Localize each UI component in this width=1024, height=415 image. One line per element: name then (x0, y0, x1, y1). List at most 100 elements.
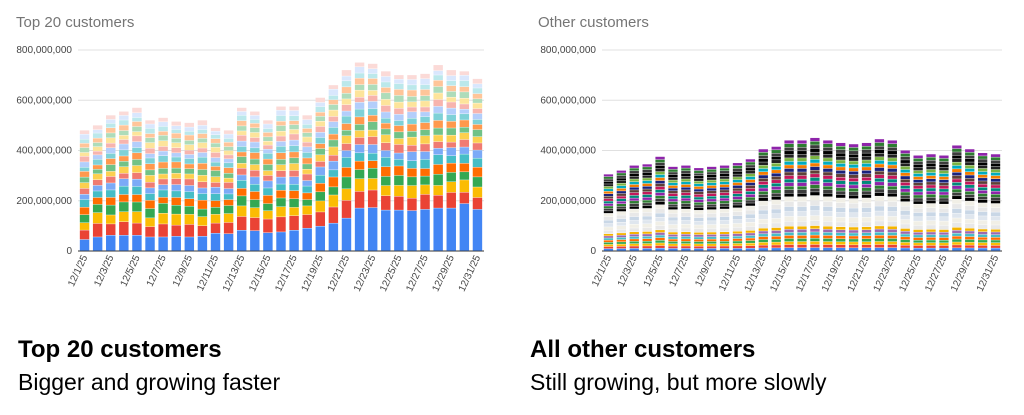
bar-segment (978, 174, 988, 178)
bar-segment (407, 85, 417, 90)
bar-segment (694, 217, 704, 222)
bar-segment (446, 91, 456, 97)
x-tick-label: 12/11/25 (717, 253, 743, 293)
bar-segment (394, 166, 404, 176)
bar-stack (784, 140, 794, 251)
bar-segment (381, 82, 391, 88)
bar-segment (978, 199, 988, 203)
bar-segment (106, 197, 116, 205)
bar-segment (848, 233, 859, 236)
bar-segment (642, 186, 652, 189)
bar-segment (745, 165, 756, 168)
bar-segment (381, 150, 391, 158)
bar-segment (642, 194, 652, 198)
bar-segment (732, 227, 743, 232)
bar-segment (655, 156, 665, 160)
bar-segment (719, 206, 730, 209)
bar-segment (823, 211, 833, 217)
bar-segment (990, 242, 1001, 246)
bar-segment (276, 121, 286, 126)
bar-segment (197, 216, 208, 226)
bar-segment (210, 170, 221, 177)
bar-segment (315, 183, 326, 192)
bar-segment (616, 229, 626, 233)
bar-segment (848, 151, 859, 155)
bar-segment (836, 229, 846, 233)
bar-stack (861, 142, 872, 251)
bar-segment (913, 176, 923, 180)
bar-segment (758, 210, 768, 215)
bar-segment (145, 182, 155, 188)
bar-segment (900, 224, 910, 229)
bar-segment (681, 203, 691, 207)
bar-segment (184, 150, 195, 155)
bar-segment (990, 240, 1001, 243)
bar-segment (694, 183, 704, 187)
bar-segment (823, 201, 833, 207)
bar-segment (119, 235, 129, 251)
bar-segment (707, 191, 717, 194)
bar-segment (210, 127, 221, 131)
bar-segment (642, 167, 652, 170)
bar-segment (668, 239, 678, 242)
bar-segment (887, 229, 897, 233)
bar-segment (616, 211, 626, 215)
bar-segment (655, 221, 665, 226)
bar-segment (758, 234, 768, 237)
bar-segment (952, 175, 962, 179)
bar-segment (223, 199, 234, 206)
bar-segment (952, 158, 962, 162)
bar-segment (848, 195, 859, 199)
bar-segment (119, 156, 129, 162)
bar-stack (79, 130, 90, 251)
bar-segment (887, 201, 897, 207)
bar-segment (952, 242, 962, 245)
bar-segment (707, 196, 717, 199)
bar-segment (771, 166, 781, 170)
bar-segment (158, 117, 168, 122)
bar-segment (459, 139, 470, 147)
bar-segment (184, 131, 195, 135)
bar-segment (655, 177, 665, 181)
bar-segment (132, 147, 142, 153)
bar-segment (381, 195, 391, 210)
bar-segment (132, 141, 142, 148)
bar-segment (861, 241, 872, 245)
bar-segment (381, 99, 391, 106)
bar-segment (433, 80, 443, 87)
bar-segment (965, 214, 975, 219)
bar-segment (642, 192, 652, 195)
bar-segment (289, 152, 299, 158)
bar-segment (668, 199, 678, 202)
bar-segment (341, 200, 352, 218)
bar-segment (367, 190, 378, 208)
bar-segment (990, 248, 1001, 251)
bar-segment (978, 245, 988, 248)
bar-segment (771, 180, 781, 183)
bar-segment (887, 211, 897, 217)
bar-segment (900, 210, 910, 215)
bar-segment (472, 124, 483, 130)
bar-segment (823, 168, 833, 172)
bar-segment (990, 197, 1001, 201)
bar-segment (289, 170, 299, 177)
bar-segment (732, 233, 743, 236)
bar-segment (668, 182, 678, 186)
bar-segment (158, 155, 168, 162)
bar-segment (341, 167, 352, 177)
bar-segment (420, 151, 430, 160)
bar-segment (236, 111, 247, 116)
bar-segment (745, 203, 756, 206)
bar-segment (158, 146, 168, 151)
bar-segment (978, 229, 988, 232)
bar-segment (302, 214, 312, 228)
bar-segment (823, 186, 833, 190)
bar-segment (407, 145, 417, 152)
bar-segment (642, 175, 652, 178)
bar-segment (158, 162, 168, 169)
bar-stack (145, 120, 155, 251)
bar-segment (145, 124, 155, 129)
bar-segment (472, 78, 483, 84)
bar-segment (874, 229, 885, 232)
bar-segment (367, 115, 378, 122)
